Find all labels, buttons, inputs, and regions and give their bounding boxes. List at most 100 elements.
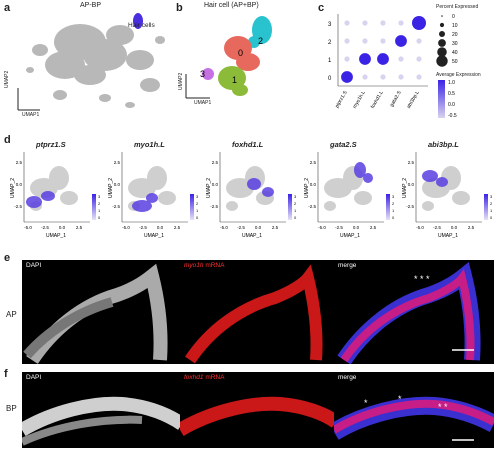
feature-plot-title: gata2.S — [330, 140, 357, 149]
dotplot-ytick: 1 — [328, 58, 332, 64]
feature-xlabel: UMAP_1 — [46, 233, 66, 239]
panel-label-b: b — [176, 2, 183, 14]
hair-cell-cluster — [133, 13, 143, 29]
feature-cells — [158, 191, 176, 205]
svg-text:3: 3 — [200, 69, 205, 79]
panel-c-dotplot: 3 2 1 0 ptprz1.S myo1h.L foxhd1.L gata2.S abi3bp… — [328, 14, 428, 110]
feature-scale-label: 3 — [490, 194, 493, 199]
legend-size-dot — [439, 31, 445, 37]
feature-expressing-cells — [41, 191, 55, 201]
feature-scale-label: 0 — [392, 215, 395, 220]
feature-xlabel: UMAP_1 — [144, 233, 164, 239]
feature-scale-bar — [190, 194, 194, 220]
panel-a-umap — [17, 13, 165, 111]
feature-scale-label: 2 — [392, 201, 395, 206]
dotplot-dot — [380, 38, 386, 44]
feature-scale-label: 1 — [490, 208, 493, 213]
feature-scale-label: 3 — [392, 194, 395, 199]
feature-ytick: 2.5 — [310, 160, 317, 165]
f-merge-asterisk-left: * — [364, 398, 368, 408]
feature-scale-label: 1 — [196, 208, 199, 213]
feature-cells — [60, 191, 78, 205]
panel-d-feature-plots: ptprz1.S 3 2 1 0 2.5 0.0 -2.5 -5.0 -2.5 0.0 2.5 UMAP… — [10, 140, 498, 252]
e-gene-label: myo1h — [184, 262, 204, 269]
feature-ytick: 2.5 — [114, 160, 121, 165]
feature-xtick: 0.0 — [157, 225, 164, 230]
feature-ytick: -2.5 — [210, 204, 218, 209]
dotplot-dot — [416, 38, 422, 44]
panel-label-f: f — [4, 368, 8, 380]
feature-xtick: -2.5 — [139, 225, 147, 230]
panel-a-xlabel: UMAP1 — [22, 112, 40, 118]
feature-scale-label: 2 — [294, 201, 297, 206]
feature-expressing-cells — [247, 178, 261, 190]
feature-plot-title: ptprz1.S — [36, 140, 66, 149]
feature-cells — [226, 201, 238, 211]
dotplot-dot — [412, 16, 426, 30]
feature-cells — [452, 191, 470, 205]
dotplot-dot — [416, 56, 422, 62]
legend-size-label: 10 — [452, 23, 458, 29]
e-merge-image: merge * * * — [334, 260, 494, 364]
feature-scale-label: 1 — [392, 208, 395, 213]
feature-xlabel: UMAP_1 — [242, 233, 262, 239]
f-dapi-label: DAPI — [26, 374, 42, 381]
f-foxhd1-image: foxhd1 mRNA — [180, 372, 336, 448]
f-merge-label: merge — [338, 374, 357, 381]
feature-ytick: 0.0 — [212, 182, 219, 187]
svg-text:0: 0 — [238, 48, 243, 58]
feature-ytick: -2.5 — [308, 204, 316, 209]
feature-scale-label: 1 — [294, 208, 297, 213]
legend-color-title: Average Expression — [436, 72, 481, 78]
feature-scale-label: 0 — [196, 215, 199, 220]
feature-plot-title: myo1h.L — [134, 140, 165, 149]
f-merge-asterisk-mid: * — [398, 394, 402, 404]
panel-label-a: a — [4, 2, 11, 14]
feature-expressing-cells — [262, 187, 274, 197]
feature-xtick: -2.5 — [41, 225, 49, 230]
feature-plot: abi3bp.L 3 2 1 0 2.5 0.0 -2.5 -5.0 -2.5 0.0 2.5 UMAP… — [402, 140, 498, 252]
e-dapi-image: DAPI — [22, 260, 182, 364]
feature-cells — [49, 166, 69, 190]
feature-expressing-cells — [363, 173, 373, 183]
feature-plot: foxhd1.L 3 2 1 0 2.5 0.0 -2.5 -5.0 -2.5 0.0 2.5 UMAP… — [206, 140, 302, 252]
dotplot-dot — [398, 20, 404, 26]
feature-xtick: 0.0 — [353, 225, 360, 230]
dotplot-dot — [344, 38, 350, 44]
f-merge-image: merge * * * * — [334, 372, 494, 448]
feature-xtick: -2.5 — [433, 225, 441, 230]
feature-scale-bar — [288, 194, 292, 220]
dotplot-dot — [359, 53, 371, 65]
legend-size-label: 20 — [452, 32, 458, 38]
legend-size-dot — [437, 47, 447, 57]
dotplot-dot — [344, 56, 350, 62]
feature-xtick: 0.0 — [59, 225, 66, 230]
feature-expressing-cells — [146, 193, 158, 203]
dotplot-dot — [362, 38, 368, 44]
panel-b-ylabel: UMAP2 — [178, 72, 184, 90]
feature-xlabel: UMAP_1 — [438, 233, 458, 239]
feature-xtick: 2.5 — [370, 225, 377, 230]
feature-expressing-cells — [436, 177, 448, 187]
legend-size-dot — [439, 22, 445, 28]
dotplot-xtick: ptprz1.S — [334, 89, 349, 109]
feature-scale-label: 0 — [98, 215, 101, 220]
dotplot-dot — [398, 56, 404, 62]
feature-cells — [354, 191, 372, 205]
feature-xtick: -5.0 — [318, 225, 326, 230]
feature-scale-label: 2 — [490, 201, 493, 206]
e-mrna-label: mRNA — [205, 262, 225, 269]
feature-scale-label: 1 — [98, 208, 101, 213]
feature-plot-canvas: 3 2 1 0 2.5 0.0 -2.5 -5.0 -2.5 0.0 2.5 UMAP_1 UMAP_2 — [402, 152, 493, 239]
dotplot-xtick: foxhd1.L — [370, 90, 385, 110]
panel-a-ylabel: UMAP2 — [4, 70, 10, 88]
svg-text:2: 2 — [258, 36, 263, 46]
feature-expressing-cells — [354, 162, 366, 178]
feature-expressing-cells — [26, 196, 42, 208]
feature-plot: myo1h.L 3 2 1 0 2.5 0.0 -2.5 -5.0 -2.5 0.0 2.5 UMAP_… — [108, 140, 204, 252]
f-dapi-image: DAPI — [22, 372, 182, 448]
feature-ytick: 0.0 — [408, 182, 415, 187]
legend-color-label: 0.0 — [448, 102, 455, 108]
feature-plot-canvas: 3 2 1 0 2.5 0.0 -2.5 -5.0 -2.5 0.0 2.5 UMAP_1 UMAP_2 — [206, 152, 297, 239]
feature-ytick: -2.5 — [112, 204, 120, 209]
